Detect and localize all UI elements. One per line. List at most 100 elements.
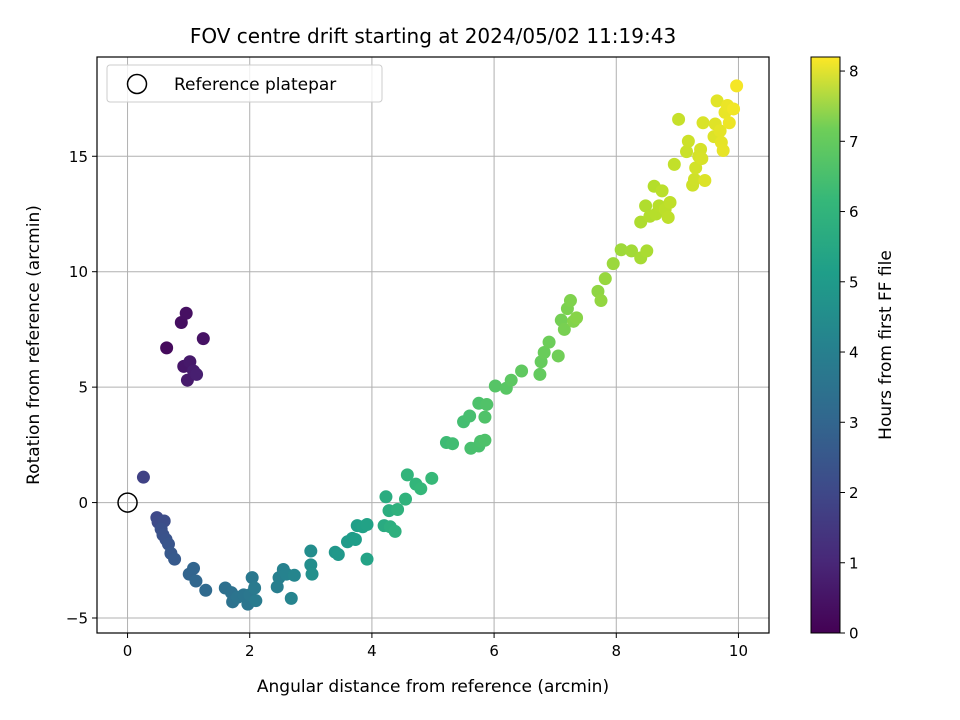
data-point [614,243,628,257]
colorbar-ticks: 0 1 2 3 4 5 6 7 8 [840,63,859,643]
colorbar-tick-label: 7 [849,133,859,151]
y-tick-label: 15 [69,148,88,166]
colorbar-tick-label: 8 [849,63,859,81]
colorbar-tick-label: 1 [849,554,859,572]
data-point [284,591,298,605]
x-tick-label: 6 [489,642,499,660]
legend-label-reference: Reference platepar [174,75,336,95]
data-point [672,112,686,126]
colorbar: 0 1 2 3 4 5 6 7 8 Hours from first FF file [810,56,896,643]
x-tick-label: 10 [729,642,748,660]
data-point [606,257,620,271]
colorbar-tick-label: 5 [849,273,859,291]
plot-area: 0 2 4 6 8 10 −5 0 5 10 15 [66,56,770,660]
data-point [681,134,695,148]
data-point [689,161,703,175]
x-axis-ticks: 0 2 4 6 8 10 [123,633,748,660]
data-point [199,583,213,597]
y-tick-label: 10 [69,263,88,281]
data-point [639,199,653,213]
data-point [563,294,577,308]
data-point [425,471,439,485]
data-point [640,244,654,258]
data-point [625,244,639,258]
data-point [245,571,259,585]
data-point [695,152,709,166]
data-point [661,210,675,224]
data-point [414,482,428,496]
data-point [598,272,612,286]
data-point [557,322,571,336]
data-point [287,568,301,582]
y-tick-label: 0 [78,494,88,512]
reference-platepar-marker [117,492,138,513]
colorbar-tick-label: 4 [849,344,859,362]
y-axis-ticks: −5 0 5 10 15 [66,148,97,627]
data-point [533,367,547,381]
data-point [710,94,724,108]
grid-lines [97,57,769,633]
data-point [551,349,565,363]
data-point [537,346,551,360]
data-point [187,561,201,575]
chart-title: FOV centre drift starting at 2024/05/02 … [190,24,676,48]
colorbar-label: Hours from first FF file [876,250,896,440]
data-point [136,470,150,484]
data-point [348,533,362,547]
legend: Reference platepar [106,64,383,103]
data-point [488,379,502,393]
data-point [480,397,494,411]
data-point [504,373,518,387]
x-tick-label: 2 [245,642,255,660]
data-point [594,294,608,308]
colorbar-tick-label: 0 [849,625,859,643]
data-point [379,490,393,504]
plot-frame [96,56,770,634]
data-point [196,332,210,346]
data-point [542,335,556,349]
data-point [663,195,677,209]
data-point [698,174,712,188]
data-point [249,594,263,608]
data-point [388,524,402,538]
y-axis-label: Rotation from reference (arcmin) [24,205,44,485]
data-point [190,367,204,381]
data-point [179,306,193,320]
data-point [304,544,318,558]
data-point [189,574,203,588]
legend-box [106,64,383,103]
x-axis-label: Angular distance from reference (arcmin) [257,677,609,697]
colorbar-tick-label: 6 [849,203,859,221]
data-point [248,581,262,595]
data-point [446,437,460,451]
x-tick-label: 4 [367,642,377,660]
x-tick-label: 0 [123,642,133,660]
data-point [160,341,174,355]
data-point [399,492,413,506]
data-point [727,102,741,116]
colorbar-tick-label: 2 [849,484,859,502]
colorbar-gradient [810,56,841,634]
data-point [713,124,727,138]
data-point [667,157,681,171]
data-point [360,517,374,531]
data-point [722,116,736,130]
plot-background [97,57,769,633]
y-tick-label: 5 [78,379,88,397]
data-point [168,552,182,566]
data-point [515,364,529,378]
data-point [687,172,701,186]
data-point [400,468,414,482]
data-point [360,552,374,566]
y-tick-label: −5 [66,609,88,627]
data-point [463,409,477,423]
data-point [696,116,710,130]
data-point [478,410,492,424]
x-tick-label: 8 [611,642,621,660]
colorbar-tick-label: 3 [849,414,859,432]
legend-marker-reference [126,73,148,95]
data-point [680,145,694,159]
data-point [730,79,744,93]
data-point [478,433,492,447]
